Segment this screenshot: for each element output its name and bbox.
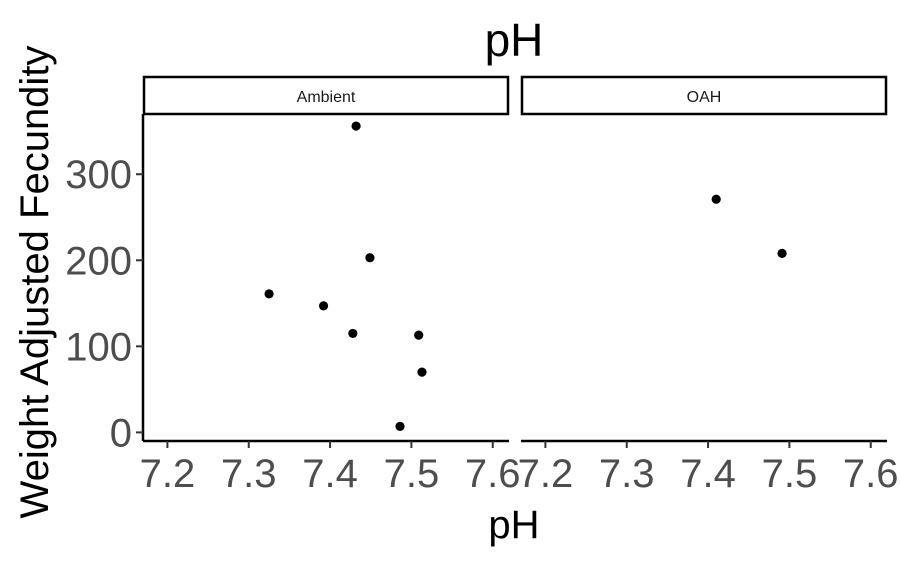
- x-tick-label: 7.6: [465, 452, 521, 496]
- x-tick-label: 7.5: [384, 452, 440, 496]
- y-tick-label: 100: [65, 325, 132, 369]
- facet-strip: [520, 75, 888, 116]
- facet-strip-label: Ambient: [297, 89, 356, 106]
- facet-panel-ambient: Ambient 0 100 200 300 7.2 7.3 7.4 7.5 7.6: [65, 75, 521, 496]
- x-tick-label: 7.2: [518, 452, 574, 496]
- x-axis-label: pH: [488, 503, 539, 547]
- x-tick-label: 7.4: [680, 452, 736, 496]
- x-tick-label: 7.5: [762, 452, 818, 496]
- data-point: [264, 289, 274, 299]
- data-point: [417, 367, 427, 377]
- x-tick-label: 7.4: [302, 452, 358, 496]
- y-tick-label: 0: [110, 411, 132, 455]
- facet-panel-oah: OAH 7.2 7.3 7.4 7.5 7.6: [518, 75, 899, 496]
- x-tick-label: 7.3: [599, 452, 655, 496]
- data-point: [777, 248, 787, 259]
- data-point: [351, 121, 361, 131]
- x-tick-label: 7.3: [221, 452, 277, 496]
- x-tick-label: 7.6: [843, 452, 899, 496]
- y-tick-label: 300: [65, 153, 132, 197]
- data-point: [348, 328, 358, 339]
- data-point: [711, 194, 721, 204]
- chart-title: pH: [485, 14, 544, 66]
- x-tick-label: 7.2: [140, 452, 196, 496]
- data-point: [365, 253, 375, 263]
- y-axis-label: Weight Adjusted Fecundity: [13, 46, 57, 519]
- facet-strip: [142, 75, 510, 116]
- data-point: [318, 301, 329, 311]
- data-point: [414, 330, 424, 340]
- facet-strip-label: OAH: [687, 89, 722, 106]
- y-tick-label: 200: [65, 239, 132, 283]
- data-point: [395, 421, 405, 431]
